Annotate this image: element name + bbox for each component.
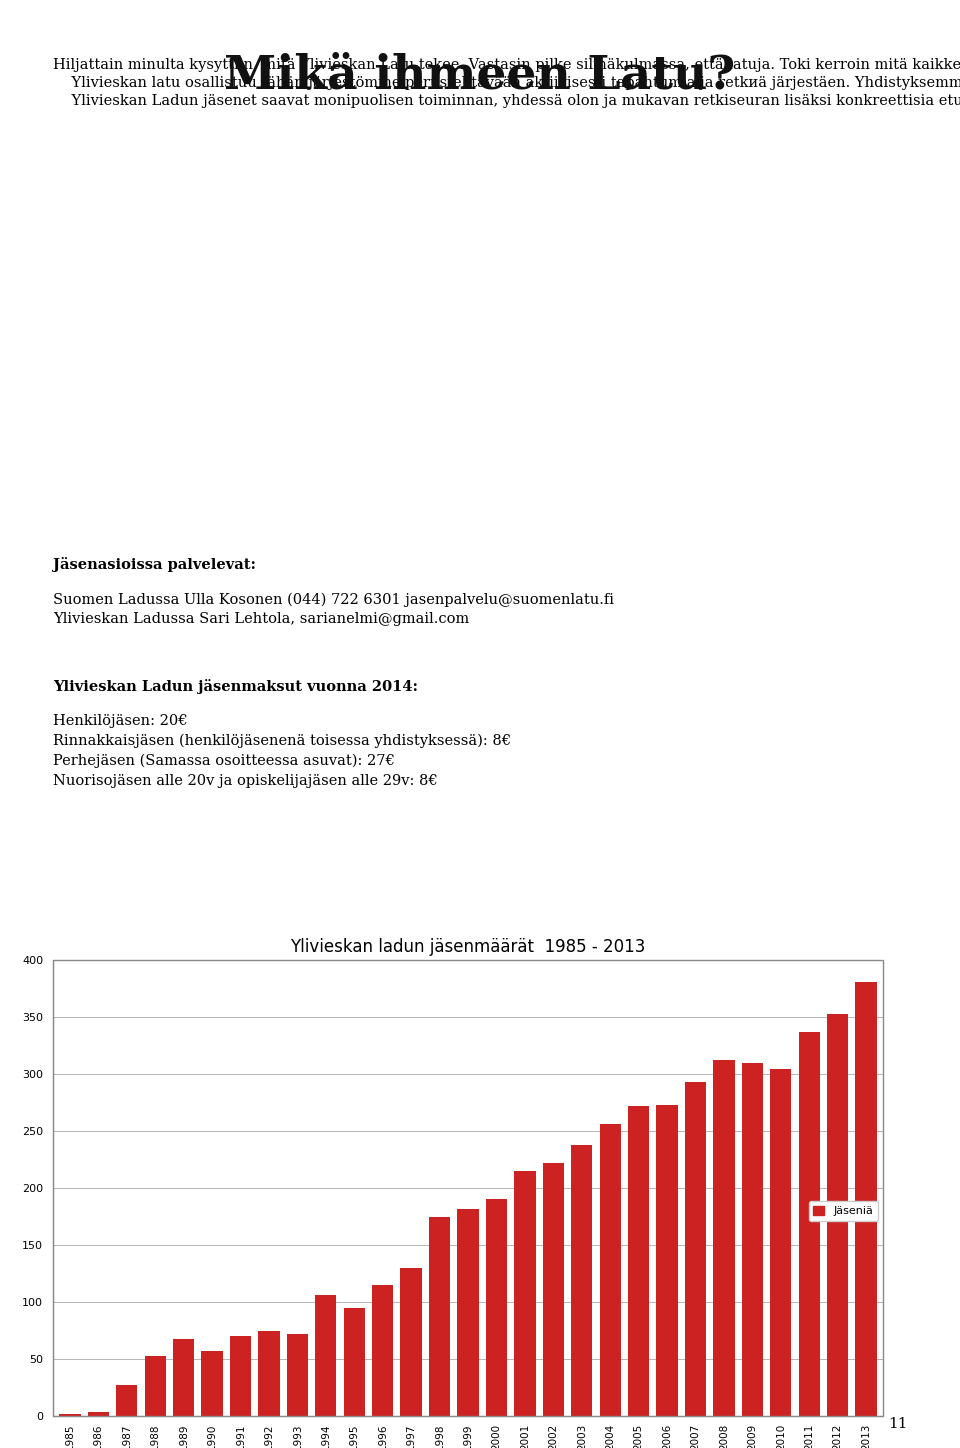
Bar <box>173 1338 194 1416</box>
Bar <box>827 1014 849 1416</box>
Bar <box>684 1082 707 1416</box>
Bar <box>457 1209 479 1416</box>
Bar <box>429 1216 450 1416</box>
Bar <box>515 1171 536 1416</box>
Bar <box>742 1063 763 1416</box>
Bar <box>202 1351 223 1416</box>
Bar <box>486 1199 507 1416</box>
Text: 11: 11 <box>888 1416 907 1431</box>
Bar <box>87 1412 109 1416</box>
Text: Hiljattain minulta kysyttiin, mitä Ylivieskan Latu tekee. Vastasin pilke silmäku: Hiljattain minulta kysyttiin, mitä Ylivi… <box>53 58 960 109</box>
Bar <box>145 1355 166 1416</box>
Bar <box>258 1331 279 1416</box>
Bar <box>571 1145 592 1416</box>
Text: Henkilöjäsen: 20€
Rinnakkaisjäsen (henkilöjäsenenä toisessa yhdistyksessä): 8€
P: Henkilöjäsen: 20€ Rinnakkaisjäsen (henki… <box>53 714 511 788</box>
Text: Suomen Ladussa Ulla Kosonen (044) 722 6301 jasenpalvelu@suomenlatu.fi
Ylivieskan: Suomen Ladussa Ulla Kosonen (044) 722 63… <box>53 592 613 626</box>
Title: Ylivieskan ladun jäsenmäärät  1985 - 2013: Ylivieskan ladun jäsenmäärät 1985 - 2013 <box>290 938 646 956</box>
Bar <box>628 1106 649 1416</box>
Bar <box>713 1060 734 1416</box>
Bar <box>400 1268 421 1416</box>
Bar <box>287 1334 308 1416</box>
Bar <box>344 1308 365 1416</box>
Bar <box>372 1284 394 1416</box>
Bar <box>657 1105 678 1416</box>
Bar <box>229 1337 252 1416</box>
Bar <box>600 1124 621 1416</box>
Text: Ylivieskan Ladun jäsenmaksut vuonna 2014:: Ylivieskan Ladun jäsenmaksut vuonna 2014… <box>53 679 418 694</box>
Bar <box>116 1386 137 1416</box>
Bar <box>315 1296 336 1416</box>
Bar <box>60 1413 81 1416</box>
Text: Mikä ihmeen Latu?: Mikä ihmeen Latu? <box>225 52 735 98</box>
Legend: Jäseniä: Jäseniä <box>809 1200 877 1221</box>
Bar <box>770 1070 791 1416</box>
Text: Jäsenasioissa palvelevat:: Jäsenasioissa palvelevat: <box>53 557 255 572</box>
Bar <box>855 982 876 1416</box>
Bar <box>799 1032 820 1416</box>
Bar <box>542 1163 564 1416</box>
